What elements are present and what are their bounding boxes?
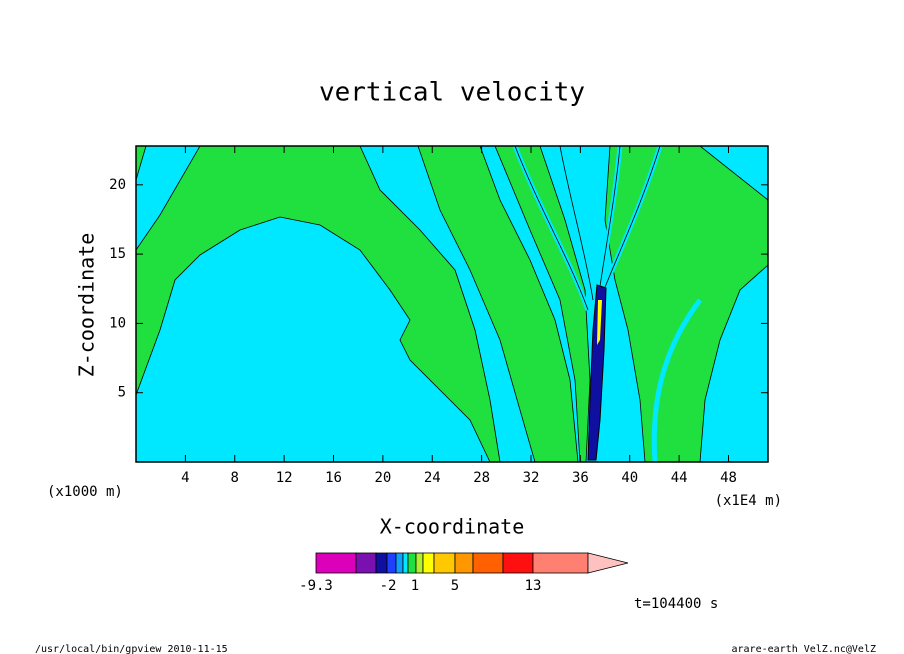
contour-field	[135, 145, 769, 463]
colorbar-segment	[422, 552, 435, 574]
colorbar-segment	[502, 552, 534, 574]
x-tick-label: 36	[572, 470, 589, 486]
x-tick-label: 44	[671, 470, 688, 486]
x-tick-label: 20	[374, 470, 391, 486]
colorbar-segment	[433, 552, 456, 574]
colorbar: -9.3 -2 1 5 13	[299, 552, 629, 594]
colorbar-segment	[315, 552, 357, 574]
colorbar-label: 5	[451, 578, 459, 594]
colorbar-segment	[375, 552, 388, 574]
colorbar-segment	[415, 552, 424, 574]
y-tick-label: 20	[109, 177, 126, 193]
colorbar-segment	[355, 552, 377, 574]
x-unit: (x1E4 m)	[715, 493, 782, 509]
time-label: t=104400 s	[634, 596, 718, 612]
colorbar-label: 1	[411, 578, 419, 594]
colorbar-label: -9.3	[299, 578, 333, 594]
x-tick-label: 24	[424, 470, 441, 486]
x-tick-label: 48	[720, 470, 737, 486]
contour-streak	[651, 298, 703, 463]
colorbar-segment	[386, 552, 397, 574]
x-tick-label: 28	[473, 470, 490, 486]
colorbar-extension	[587, 552, 629, 574]
x-axis-title: X-coordinate	[380, 515, 525, 539]
x-tick-label: 8	[231, 470, 239, 486]
x-tick-label: 32	[523, 470, 540, 486]
plot-frame	[135, 145, 769, 463]
colorbar-segment	[454, 552, 474, 574]
footer-right: arare-earth_VelZ.nc@VelZ	[732, 644, 877, 654]
colorbar-label: -2	[380, 578, 397, 594]
chart-title: vertical velocity	[319, 78, 585, 108]
colorbar-label: 13	[525, 578, 542, 594]
footer-left: /usr/local/bin/gpview 2010-11-15	[35, 644, 228, 654]
y-tick-label: 5	[118, 385, 126, 401]
x-tick-label: 40	[621, 470, 638, 486]
x-tick-label: 16	[325, 470, 342, 486]
y-tick-label: 10	[109, 315, 126, 331]
x-tick-label: 4	[181, 470, 189, 486]
x-tick-label: 12	[276, 470, 293, 486]
colorbar-segment	[395, 552, 404, 574]
colorbar-segment	[472, 552, 504, 574]
colorbar-segment	[402, 552, 409, 574]
colorbar-segment	[407, 552, 417, 574]
updraft-core	[597, 300, 602, 345]
y-unit: (x1000 m)	[47, 484, 123, 500]
updraft-core	[587, 284, 607, 461]
y-axis-title: Z-coordinate	[75, 233, 99, 378]
contour-streak	[607, 339, 620, 463]
colorbar-segment	[532, 552, 589, 574]
y-tick-label: 15	[109, 246, 126, 262]
contour-region	[135, 145, 501, 463]
contour-line	[514, 145, 661, 311]
